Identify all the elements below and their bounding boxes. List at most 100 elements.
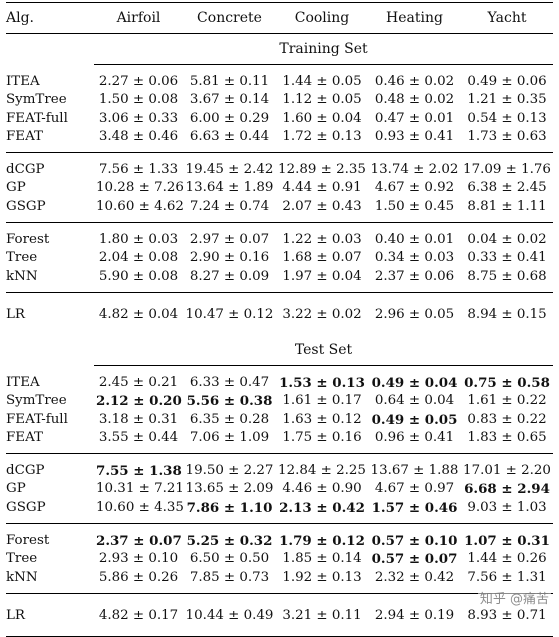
result-cell: 2.27 ± 0.06 — [98, 74, 179, 89]
result-cell: 1.68 ± 0.07 — [282, 250, 362, 266]
section-title: Test Set — [94, 334, 553, 366]
result-cell: 2.94 ± 0.19 — [368, 593, 461, 637]
result-cell: 0.96 ± 0.41 — [368, 428, 461, 455]
algorithm-name: LR — [6, 306, 25, 322]
result-cell: 0.04 ± 0.02 — [467, 232, 547, 248]
result-cell: 4.46 ± 0.90 — [282, 481, 362, 497]
algorithm-name: dCGP — [6, 162, 45, 178]
result-cell: 17.01 ± 2.20 — [463, 463, 551, 479]
result-cell: 4.67 ± 0.97 — [374, 481, 455, 497]
result-cell: 7.86 ± 1.10 — [183, 498, 276, 525]
result-cell: 1.72 ± 0.13 — [276, 127, 368, 154]
result-cell: 10.47 ± 0.12 — [185, 306, 274, 322]
result-cell: 8.75 ± 0.68 — [461, 267, 553, 293]
result-cell: 12.89 ± 2.35 — [278, 162, 366, 178]
algorithm-name: FEAT-full — [6, 411, 68, 427]
result-cell: 0.47 ± 0.01 — [374, 110, 455, 126]
result-cell: 10.60 ± 4.35 — [94, 498, 184, 525]
algorithm-name: GP — [6, 481, 26, 497]
result-cell: 10.28 ± 7.26 — [96, 180, 184, 196]
algorithm-name: dCGP — [6, 463, 45, 479]
result-cell: 1.63 ± 0.12 — [282, 411, 362, 427]
algorithm-name: kNN — [6, 568, 94, 594]
result-cell: 19.45 ± 2.42 — [185, 162, 274, 178]
result-cell: 1.50 ± 0.08 — [98, 92, 179, 108]
table-row: kNN 5.90 ± 0.08 8.27 ± 0.09 1.97 ± 0.04 2.37… — [6, 267, 553, 293]
result-cell: 1.50 ± 0.45 — [368, 197, 461, 224]
table-row: GP 10.31 ± 7.21 13.65 ± 2.09 4.46 ± 0.90 4.6… — [6, 480, 553, 498]
result-cell: 1.83 ± 0.65 — [461, 428, 553, 455]
result-cell: 2.13 ± 0.42 — [276, 498, 368, 525]
result-cell: 5.56 ± 0.38 — [186, 393, 273, 410]
result-cell: 2.12 ± 0.20 — [96, 393, 182, 410]
result-cell: 2.04 ± 0.08 — [98, 250, 179, 266]
algorithm-name: FEAT — [6, 127, 94, 154]
result-cell: 2.93 ± 0.10 — [98, 551, 179, 567]
table-row: LR 4.82 ± 0.04 10.47 ± 0.12 3.22 ± 0.02 2.96… — [6, 292, 553, 335]
result-cell: 13.67 ± 1.88 — [370, 463, 459, 479]
result-cell: 2.37 ± 0.07 — [96, 533, 182, 550]
table-row: FEAT 3.48 ± 0.46 6.63 ± 0.44 1.72 ± 0.13 0.9… — [6, 127, 553, 154]
result-cell: 10.44 ± 0.49 — [183, 593, 276, 637]
algorithm-name: kNN — [6, 267, 94, 293]
result-cell: 0.48 ± 0.02 — [374, 92, 455, 108]
result-cell: 8.94 ± 0.15 — [467, 306, 547, 322]
table-row: SymTree 1.50 ± 0.08 3.67 ± 0.14 1.12 ± 0.05… — [6, 91, 553, 109]
table-row: SymTree 2.12 ± 0.20 5.56 ± 0.38 1.61 ± 0.17… — [6, 392, 553, 410]
section-header-row: Training Set — [6, 33, 553, 65]
result-cell: 0.49 ± 0.05 — [371, 411, 458, 428]
algorithm-name: Forest — [6, 533, 50, 549]
header-concrete: Concrete — [183, 2, 276, 34]
result-cell: 0.54 ± 0.13 — [467, 110, 547, 126]
header-alg: Alg. — [6, 2, 94, 34]
section-header-blank — [6, 335, 94, 366]
result-cell: 1.22 ± 0.03 — [282, 232, 362, 248]
algorithm-name: ITEA — [6, 73, 40, 89]
result-cell: 5.81 ± 0.11 — [189, 74, 270, 89]
table-row: FEAT-full 3.18 ± 0.31 6.35 ± 0.28 1.63 ± 0.… — [6, 411, 553, 429]
result-cell: 1.57 ± 0.46 — [368, 498, 461, 525]
result-cell: 1.60 ± 0.04 — [282, 110, 362, 126]
result-cell: 0.49 ± 0.06 — [467, 74, 547, 89]
result-cell: 0.34 ± 0.03 — [374, 250, 455, 266]
table-row: Tree 2.93 ± 0.10 6.50 ± 0.50 1.85 ± 0.14 0.5… — [6, 550, 553, 568]
result-cell: 6.50 ± 0.50 — [189, 551, 270, 567]
result-cell: 3.67 ± 0.14 — [189, 92, 270, 108]
result-cell: 6.38 ± 2.45 — [467, 180, 547, 196]
result-cell: 2.07 ± 0.43 — [276, 197, 368, 224]
result-cell: 1.21 ± 0.35 — [467, 92, 547, 108]
result-cell: 1.92 ± 0.13 — [276, 568, 368, 594]
result-cell: 6.63 ± 0.44 — [183, 127, 276, 154]
result-cell: 4.82 ± 0.17 — [94, 593, 183, 637]
table-header-row: Alg. Airfoil Concrete Cooling Heating Ya… — [6, 2, 553, 34]
algorithm-name: Forest — [6, 232, 50, 248]
result-cell: 0.75 ± 0.58 — [464, 374, 550, 391]
result-cell: 4.82 ± 0.04 — [98, 306, 179, 322]
result-cell: 6.68 ± 2.94 — [464, 481, 550, 498]
result-cell: 3.18 ± 0.31 — [98, 411, 179, 427]
result-cell: 3.21 ± 0.11 — [276, 593, 368, 637]
result-cell: 19.50 ± 2.27 — [185, 463, 274, 479]
header-yacht: Yacht — [461, 2, 553, 34]
result-cell: 13.74 ± 2.02 — [370, 162, 459, 178]
result-cell: 0.57 ± 0.10 — [371, 533, 458, 550]
result-cell: 0.40 ± 0.01 — [374, 232, 455, 248]
result-cell: 2.45 ± 0.21 — [98, 374, 179, 390]
result-cell: 1.07 ± 0.31 — [464, 533, 550, 550]
result-cell: 0.46 ± 0.02 — [374, 74, 455, 89]
result-cell: 5.90 ± 0.08 — [94, 267, 183, 293]
table-row: Forest 2.37 ± 0.07 5.25 ± 0.32 1.79 ± 0.12 0… — [6, 524, 553, 551]
result-cell: 1.61 ± 0.22 — [467, 393, 547, 409]
algorithm-name: SymTree — [6, 393, 67, 409]
result-cell: 1.79 ± 0.12 — [279, 533, 365, 550]
result-cell: 0.93 ± 0.41 — [368, 127, 461, 154]
table-row: Forest 1.80 ± 0.03 2.97 ± 0.07 1.22 ± 0.03 0… — [6, 223, 553, 250]
algorithm-name: SymTree — [6, 92, 67, 108]
section-header-row: Test Set — [6, 334, 553, 366]
result-cell: 4.44 ± 0.91 — [282, 180, 362, 196]
table-row: ITEA 2.27 ± 0.06 5.81 ± 0.11 1.44 ± 0.05 0.4… — [6, 65, 553, 92]
header-cooling: Cooling — [276, 2, 368, 34]
result-cell: 0.64 ± 0.04 — [374, 393, 455, 409]
result-cell: 6.35 ± 0.28 — [189, 411, 270, 427]
result-cell: 9.03 ± 1.03 — [461, 498, 553, 525]
